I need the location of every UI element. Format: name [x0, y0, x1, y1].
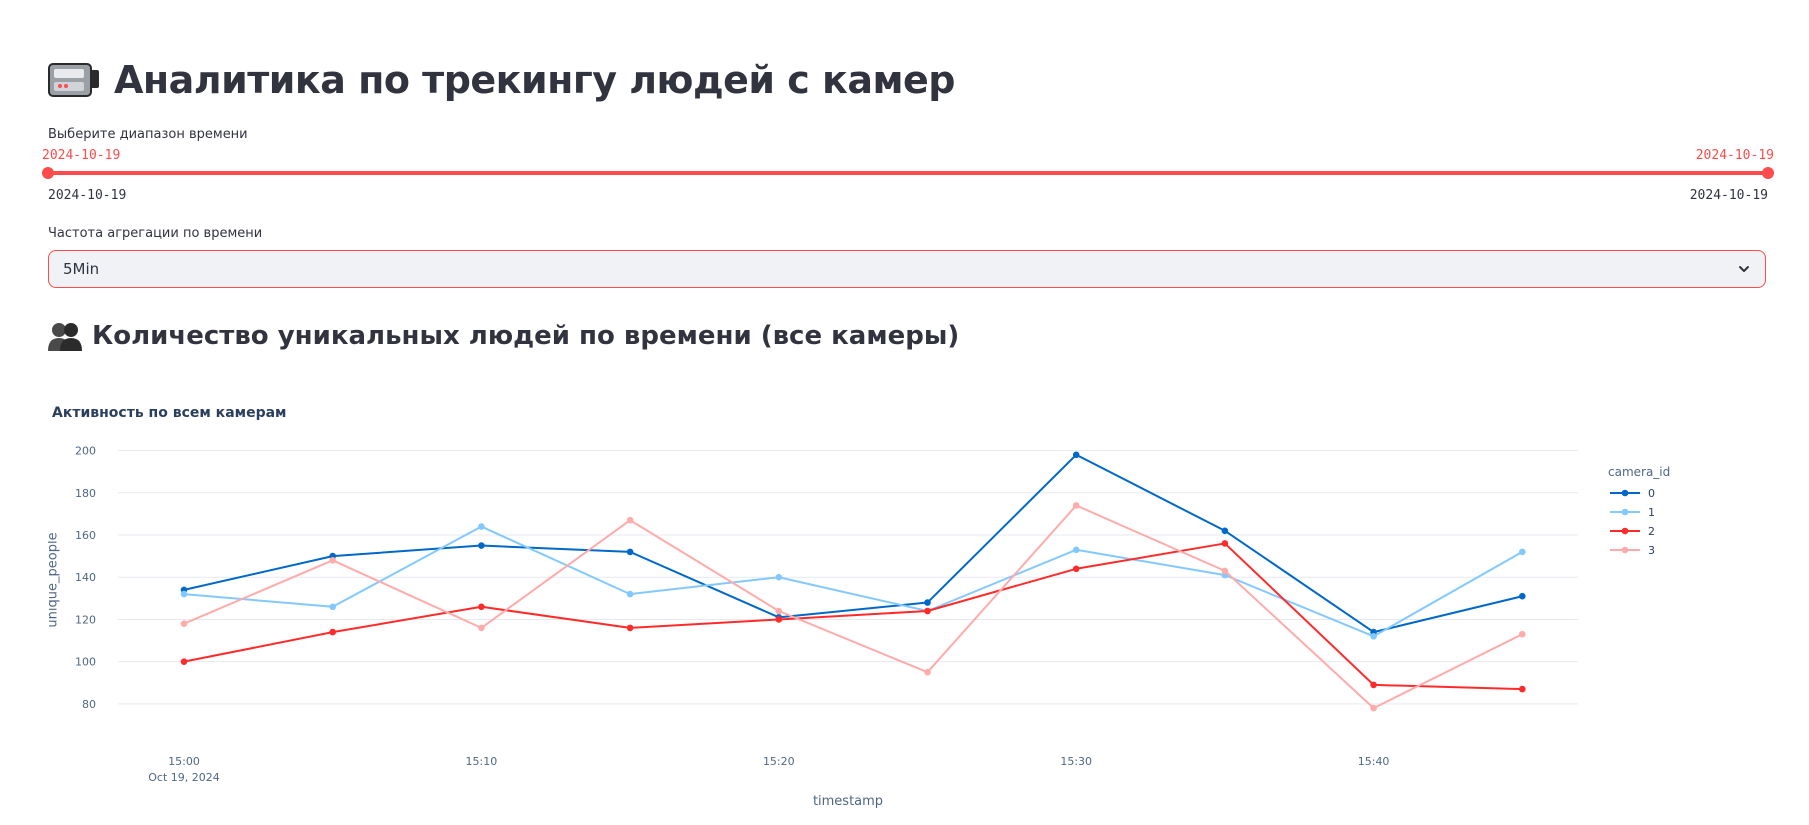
y-tick-label: 120: [75, 613, 96, 626]
data-point[interactable]: [775, 573, 783, 581]
data-point[interactable]: [1370, 633, 1377, 640]
y-axis-title: unique_people: [48, 532, 61, 627]
video-camera-icon: [48, 63, 99, 97]
data-point[interactable]: [1072, 502, 1080, 509]
legend-item-0[interactable]: 0: [1610, 487, 1655, 500]
data-point[interactable]: [626, 516, 634, 524]
data-point[interactable]: [775, 607, 783, 615]
chart-gridlines: [118, 450, 1578, 705]
series-2: [180, 540, 1526, 693]
y-tick-label: 180: [75, 487, 96, 500]
data-point[interactable]: [1221, 540, 1229, 547]
legend-label: 2: [1648, 525, 1655, 538]
legend-item-3[interactable]: 3: [1610, 544, 1655, 557]
slider-end-value: 2024-10-19: [1695, 148, 1774, 163]
chevron-down-icon: [1739, 266, 1749, 272]
slider-min-label: 2024-10-19: [48, 188, 127, 203]
legend-item-2[interactable]: 2: [1610, 525, 1655, 538]
data-point[interactable]: [775, 616, 783, 623]
y-tick-label: 160: [75, 529, 96, 542]
chart-series: [180, 451, 1526, 712]
data-point[interactable]: [1072, 546, 1080, 554]
x-tick-label: 15:10: [466, 755, 498, 768]
slider-end-thumb[interactable]: [1762, 167, 1774, 179]
x-tick-label: 15:40: [1358, 755, 1390, 768]
data-point[interactable]: [329, 603, 337, 611]
legend-label: 3: [1648, 544, 1655, 557]
legend-swatch-marker: [1621, 527, 1629, 535]
x-tick-label: 15:30: [1060, 755, 1092, 768]
legend-label: 1: [1648, 506, 1655, 519]
aggregation-selected-value: 5Min: [63, 260, 100, 278]
data-point[interactable]: [180, 590, 188, 598]
series-1: [180, 523, 1526, 640]
data-point[interactable]: [1519, 592, 1526, 600]
page-title: Аналитика по трекингу людей с камер: [48, 52, 956, 108]
aggregation-select[interactable]: 5Min: [48, 250, 1766, 288]
data-point[interactable]: [180, 620, 188, 627]
series-3: [180, 502, 1526, 712]
data-point[interactable]: [1221, 527, 1229, 535]
data-point[interactable]: [1370, 681, 1377, 689]
data-point[interactable]: [626, 624, 634, 632]
legend-label: 0: [1648, 487, 1655, 500]
data-point[interactable]: [626, 548, 634, 556]
data-point[interactable]: [924, 599, 931, 606]
series-line: [183, 453, 1523, 634]
data-point[interactable]: [478, 603, 485, 611]
data-point[interactable]: [1519, 548, 1526, 556]
y-tick-label: 200: [75, 445, 96, 458]
slider-track[interactable]: [48, 171, 1768, 175]
section-title-text: Количество уникальных людей по времени (…: [92, 321, 960, 351]
time-range-slider[interactable]: 2024-10-19 2024-10-19 2024-10-19 2024-10…: [42, 148, 1774, 203]
data-point[interactable]: [1221, 567, 1229, 575]
data-point[interactable]: [329, 557, 337, 564]
data-point[interactable]: [1519, 630, 1526, 638]
x-axis-ticks: 15:00 15:10 15:20 15:30 15:40 Oct 19, 2024: [148, 755, 1389, 784]
people-silhouette-icon: [48, 323, 82, 351]
data-point[interactable]: [478, 542, 485, 549]
section-title: Количество уникальных людей по времени (…: [48, 316, 959, 356]
x-tick-label: 15:00: [168, 755, 200, 768]
legend-swatch-marker: [1621, 508, 1629, 516]
series-line: [183, 525, 1523, 638]
data-point[interactable]: [924, 607, 931, 615]
data-point[interactable]: [1370, 704, 1377, 712]
time-range-label: Выберите диапазон времени: [48, 127, 248, 142]
series-line: [183, 542, 1523, 691]
y-axis-ticks: 80 100 120 140 160 180 200: [75, 445, 96, 711]
data-point[interactable]: [924, 668, 931, 676]
y-tick-label: 140: [75, 571, 96, 584]
data-point[interactable]: [478, 624, 485, 632]
app-container: Аналитика по трекингу людей с камер Выбе…: [42, 0, 1774, 825]
y-tick-label: 100: [75, 656, 96, 669]
page-title-text: Аналитика по трекингу людей с камер: [114, 58, 956, 102]
slider-start-value: 2024-10-19: [42, 148, 121, 163]
data-point[interactable]: [1072, 565, 1080, 573]
series-0: [180, 451, 1526, 636]
series-line: [183, 504, 1523, 710]
y-tick-label: 80: [82, 698, 96, 711]
legend-swatch-marker: [1621, 546, 1629, 554]
data-point[interactable]: [1072, 451, 1080, 459]
x-tick-date-label: Oct 19, 2024: [148, 771, 220, 784]
chart-title: Активность по всем камерам: [52, 405, 287, 421]
data-point[interactable]: [478, 523, 485, 530]
data-point[interactable]: [626, 590, 634, 598]
data-point[interactable]: [1519, 685, 1526, 693]
aggregation-label: Частота агрегации по времени: [48, 226, 263, 241]
legend-item-1[interactable]: 1: [1610, 506, 1655, 519]
data-point[interactable]: [180, 658, 188, 665]
x-axis-title: timestamp: [813, 794, 883, 809]
slider-max-label: 2024-10-19: [1689, 188, 1768, 203]
slider-start-thumb[interactable]: [42, 167, 54, 179]
legend-swatch-marker: [1621, 489, 1629, 497]
x-tick-label: 15:20: [763, 755, 795, 768]
data-point[interactable]: [329, 628, 337, 636]
chart-legend[interactable]: camera_id 0 1 2 3: [1608, 465, 1670, 557]
legend-title: camera_id: [1608, 465, 1670, 479]
